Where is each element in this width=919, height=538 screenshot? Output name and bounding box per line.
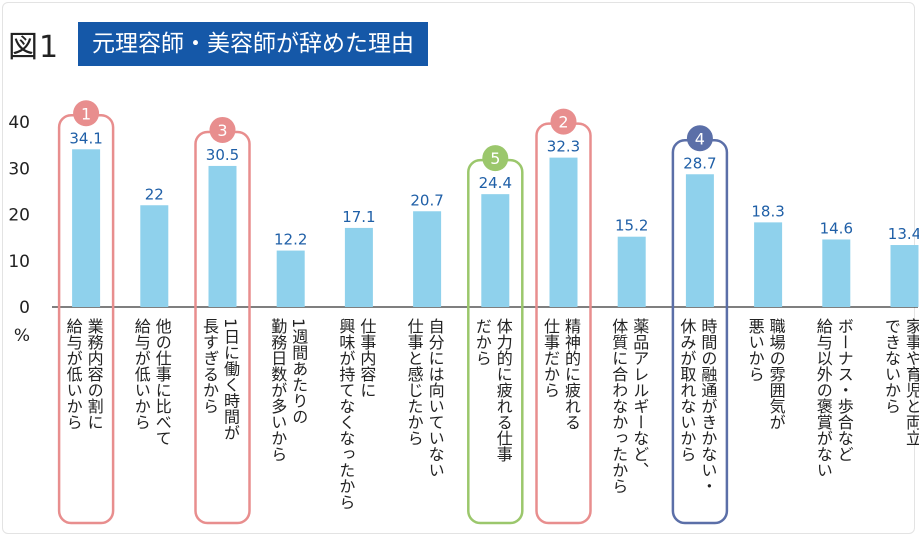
bar	[890, 245, 919, 307]
y-tick-label: 30	[8, 159, 30, 179]
y-tick-label: 0	[19, 298, 30, 318]
category-label: 体質に合わなかったから	[609, 318, 628, 494]
figure-title: 元理容師・美容師が辞めた理由	[78, 22, 428, 66]
category-label: 業務内容の割に	[85, 318, 104, 430]
category-label: できないから	[882, 318, 901, 414]
bar-value-label: 32.3	[547, 138, 580, 156]
rank-badge	[73, 100, 100, 127]
category-label: 薬品アレルギーなど、	[630, 318, 649, 478]
bar	[617, 236, 646, 307]
rank-badge-number: 1	[81, 104, 91, 123]
rank-badge	[686, 125, 713, 152]
y-tick-label: 20	[8, 206, 30, 226]
bar-value-label: 22	[145, 185, 164, 203]
category-label: 給与が低いから	[132, 318, 151, 430]
bar	[754, 222, 783, 307]
bar-value-label: 20.7	[410, 191, 443, 209]
y-tick-label: 10	[8, 252, 30, 272]
rank-badge	[550, 108, 577, 135]
category-label: 家事や育児と両立	[903, 318, 919, 446]
category-label: 休みが取れないから	[677, 318, 696, 462]
category-label: 1日に働く時間が	[221, 318, 240, 440]
bar	[685, 174, 714, 307]
bar	[481, 194, 510, 307]
rank-badge-number: 5	[490, 149, 500, 168]
rank-badge-number: 2	[558, 113, 568, 132]
category-label: 体力的に疲れる仕事	[494, 318, 513, 462]
category-label: 仕事と感じたから	[405, 318, 424, 446]
rank-badge-number: 4	[695, 129, 705, 148]
bar-value-label: 28.7	[683, 154, 716, 172]
bar-value-label: 14.6	[820, 219, 853, 237]
bar	[276, 250, 305, 307]
category-label: 悪いから	[746, 318, 765, 382]
y-tick-label: 40	[8, 113, 30, 133]
category-label: 給与が低いから	[64, 318, 83, 430]
category-label: 自分には向いていない	[426, 318, 445, 478]
category-label: 長すぎるから	[200, 318, 219, 414]
bar-value-label: 15.2	[615, 217, 648, 235]
bar	[72, 149, 101, 307]
category-label: 勤務日数が多いから	[268, 318, 287, 462]
bar	[208, 165, 237, 307]
category-label: 時間の融通がきかない・	[698, 318, 717, 494]
bar-value-label: 18.3	[751, 202, 784, 220]
rank-badge	[209, 116, 236, 143]
bar-value-label: 13.4	[888, 225, 919, 243]
category-label: ボーナス・歩合など	[835, 318, 854, 462]
figure-number: 図1	[8, 30, 60, 65]
category-label: 仕事だから	[541, 318, 560, 398]
bar-value-label: 24.4	[479, 174, 512, 192]
category-label: 職場の雰囲気が	[767, 318, 786, 430]
bar-value-label: 12.2	[274, 231, 307, 249]
bar	[344, 227, 373, 307]
category-label: 他の仕事に比べて	[153, 318, 172, 446]
rank-badge	[482, 145, 509, 172]
bar-value-label: 17.1	[342, 208, 375, 226]
category-label: 興味が持てなくなったから	[336, 318, 355, 510]
bar	[413, 211, 442, 307]
category-label: 仕事内容に	[357, 318, 376, 398]
bar	[549, 157, 578, 307]
bar	[140, 205, 169, 307]
category-label: 1週間あたりの	[289, 318, 308, 424]
category-label: 精神的に疲れる	[562, 318, 581, 430]
bar	[822, 239, 851, 307]
category-label: 給与以外の褒賞がない	[814, 318, 833, 478]
bar-value-label: 34.1	[69, 129, 102, 147]
y-axis-unit: %	[14, 326, 30, 346]
bar-value-label: 30.5	[206, 146, 239, 164]
rank-badge-number: 3	[217, 121, 227, 140]
category-label: だから	[473, 318, 492, 366]
